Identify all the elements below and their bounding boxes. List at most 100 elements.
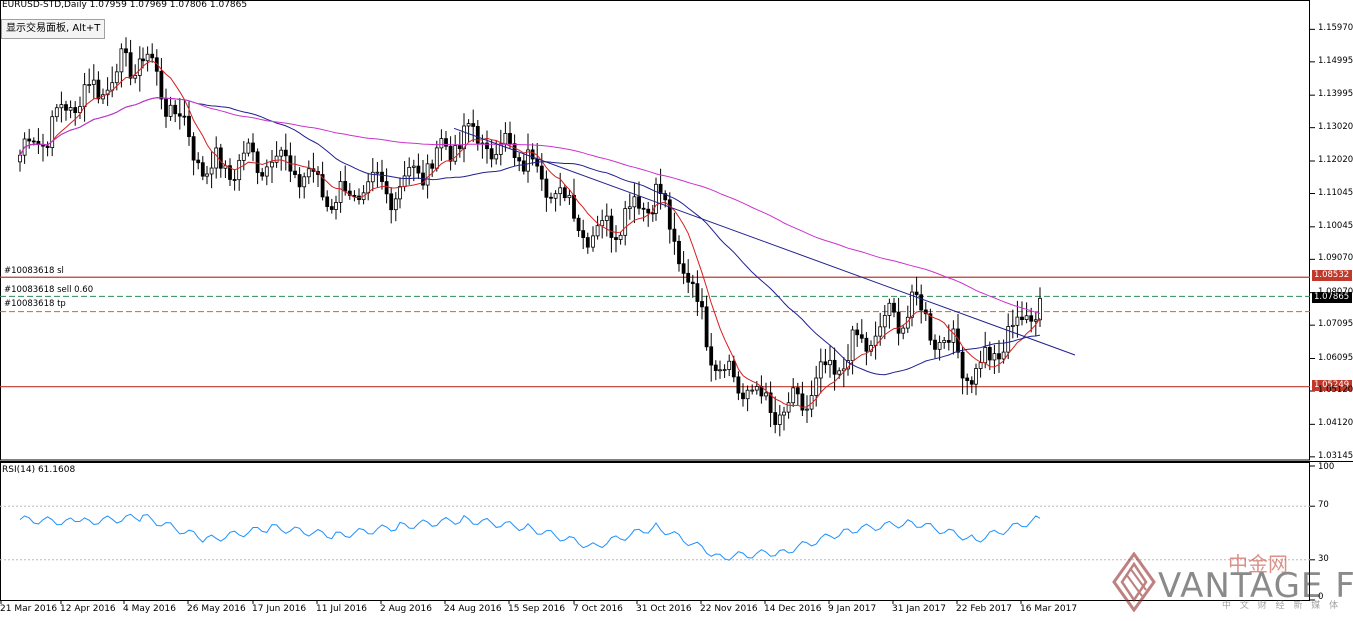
candle-body bbox=[750, 389, 755, 392]
price-tick-label: 1.08070 bbox=[1318, 286, 1353, 297]
candle-body bbox=[128, 52, 133, 79]
candle-body bbox=[695, 283, 700, 302]
candle-body bbox=[251, 142, 255, 153]
candle-body bbox=[741, 392, 745, 400]
candle-body bbox=[572, 194, 576, 219]
candle-body bbox=[264, 166, 269, 177]
candle-body bbox=[191, 136, 196, 161]
candle-body bbox=[553, 193, 558, 199]
candle-body bbox=[709, 346, 714, 366]
price-tag-lower: 1.05249 bbox=[1312, 380, 1352, 391]
candle-body bbox=[654, 183, 658, 214]
candle-body bbox=[864, 337, 869, 352]
price-tick-label: 1.04120 bbox=[1318, 418, 1353, 429]
price-tick-label: 1.11045 bbox=[1318, 187, 1353, 198]
candle-body bbox=[255, 151, 260, 173]
candle-body bbox=[800, 393, 805, 411]
candle-body bbox=[1001, 351, 1006, 360]
date-label: 2 Aug 2016 bbox=[380, 604, 432, 614]
candle-body bbox=[704, 306, 709, 348]
price-tick-label: 1.12020 bbox=[1318, 155, 1353, 165]
candle-body bbox=[159, 70, 164, 100]
candle-body bbox=[997, 353, 1001, 360]
candle-body bbox=[928, 313, 933, 341]
candle-body bbox=[832, 359, 837, 375]
candle-body bbox=[859, 334, 864, 339]
candle-body bbox=[562, 187, 567, 199]
trendline bbox=[453, 127, 1076, 356]
candle-body bbox=[1024, 315, 1029, 321]
candle-body bbox=[722, 369, 727, 371]
candle-body bbox=[150, 53, 155, 59]
candle-body bbox=[686, 272, 691, 283]
date-label: 15 Sep 2016 bbox=[508, 604, 566, 614]
candle-body bbox=[663, 193, 668, 201]
candle-body bbox=[68, 107, 73, 111]
rsi-tick-label: 0 bbox=[1318, 592, 1324, 602]
candle-body bbox=[141, 58, 145, 62]
candle-body bbox=[302, 176, 307, 188]
order-tp-label[interactable]: #10083618 tp bbox=[4, 299, 66, 309]
candle-body bbox=[434, 147, 439, 169]
candle-body bbox=[700, 301, 704, 308]
candle-body bbox=[768, 392, 773, 413]
candle-body bbox=[352, 195, 357, 197]
candle-body bbox=[591, 235, 595, 248]
candle-body bbox=[791, 387, 796, 404]
candle-body bbox=[145, 53, 150, 62]
candle-body bbox=[214, 147, 219, 169]
price-tick-label: 1.14995 bbox=[1318, 55, 1353, 66]
candle-body bbox=[444, 138, 448, 147]
order-sl-label[interactable]: #10083618 sl bbox=[4, 266, 64, 276]
price-tick-label: 1.13020 bbox=[1318, 121, 1353, 132]
candle-body bbox=[402, 175, 407, 187]
candle-body bbox=[627, 206, 632, 210]
candle-body bbox=[45, 145, 50, 148]
candle-body bbox=[637, 196, 641, 209]
candle-body bbox=[133, 75, 138, 79]
candle-body bbox=[960, 351, 965, 379]
candle-body bbox=[837, 370, 842, 375]
rsi-tick-label: 70 bbox=[1318, 500, 1329, 511]
date-label: 31 Jan 2017 bbox=[892, 604, 946, 614]
candle-body bbox=[600, 220, 605, 227]
candle-body bbox=[754, 386, 759, 391]
candle-body bbox=[50, 116, 55, 148]
candle-body bbox=[503, 132, 508, 145]
price-tick-label: 1.10045 bbox=[1318, 220, 1353, 231]
candle-body bbox=[942, 339, 947, 343]
candle-body bbox=[595, 225, 600, 237]
trade-panel-button[interactable]: 显示交易面板, Alt+T bbox=[1, 19, 106, 39]
candle-body bbox=[164, 98, 168, 117]
symbol-info: EURUSD-STD,Daily 1.07959 1.07969 1.07806… bbox=[2, 0, 248, 10]
candle-body bbox=[466, 123, 471, 127]
price-tick-label: 1.05120 bbox=[1318, 385, 1353, 395]
candle-body bbox=[200, 162, 205, 177]
candle-body bbox=[646, 208, 651, 214]
candle-body bbox=[453, 145, 458, 162]
order-sell-label[interactable]: #10083618 sell 0.60 bbox=[4, 285, 94, 295]
candle-body bbox=[632, 196, 637, 208]
candle-body bbox=[919, 294, 924, 311]
candle-body bbox=[209, 167, 214, 175]
candle-body bbox=[987, 347, 992, 361]
price-tick-label: 1.09070 bbox=[1318, 253, 1353, 264]
candle-body bbox=[677, 240, 681, 265]
candle-body bbox=[293, 170, 297, 175]
candle-body bbox=[933, 339, 937, 350]
candle-body bbox=[946, 339, 951, 343]
candle-body bbox=[270, 161, 274, 168]
candle-body bbox=[544, 178, 549, 198]
candle-body bbox=[1006, 326, 1011, 353]
candle-body bbox=[1029, 315, 1034, 322]
candle-body bbox=[393, 198, 398, 211]
candle-body bbox=[218, 147, 223, 169]
price-tick-label: 1.07095 bbox=[1318, 319, 1353, 330]
date-label: 17 Jun 2016 bbox=[252, 604, 307, 614]
candle-body bbox=[1015, 316, 1020, 326]
candle-body bbox=[773, 412, 778, 425]
candle-body bbox=[609, 215, 614, 238]
date-label: 11 Jul 2016 bbox=[316, 604, 367, 614]
candle-body bbox=[887, 302, 892, 316]
